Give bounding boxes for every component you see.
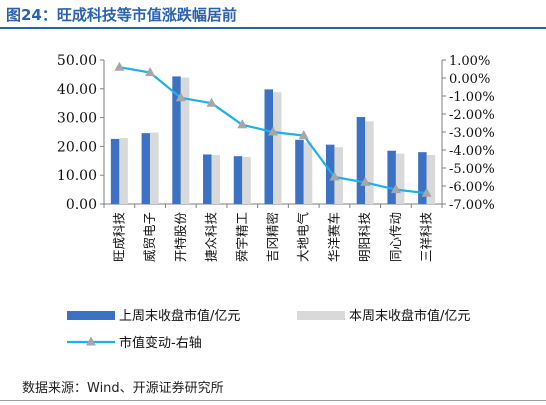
change-marker bbox=[421, 187, 432, 197]
y-right-tick-label: -2.00% bbox=[449, 108, 495, 123]
bar-last-week bbox=[264, 89, 273, 204]
bar-last-week bbox=[356, 117, 366, 204]
bar-this-week bbox=[395, 153, 405, 204]
y-left-tick-label: 40.00 bbox=[57, 82, 97, 98]
bar-last-week bbox=[325, 144, 335, 204]
change-marker bbox=[114, 61, 125, 71]
y-right-tick-label: -5.00% bbox=[449, 162, 495, 177]
x-category-label: 旺成科技 bbox=[111, 212, 126, 263]
title-divider bbox=[0, 27, 546, 29]
x-category-label: 开特股份 bbox=[173, 212, 188, 263]
legend-label-change: 市值变动-右轴 bbox=[119, 335, 202, 351]
bar-this-week bbox=[211, 155, 221, 204]
change-marker bbox=[360, 176, 371, 186]
y-right-tick-label: -1.00% bbox=[449, 90, 495, 105]
y-right-tick-label: -7.00% bbox=[449, 198, 495, 213]
legend-swatch-this-week bbox=[297, 311, 345, 320]
bars-layer bbox=[110, 76, 436, 204]
legend-marker-change bbox=[86, 336, 96, 346]
bar-last-week bbox=[172, 76, 181, 204]
y-left-tick-label: 50.00 bbox=[57, 53, 97, 69]
x-category-label: 华洋赛车 bbox=[326, 212, 341, 262]
x-category-label: 同心传动 bbox=[388, 212, 403, 262]
x-category-label: 威贸电子 bbox=[142, 212, 157, 262]
bar-last-week bbox=[233, 156, 243, 204]
change-marker bbox=[268, 126, 278, 136]
y-right-tick-label: -4.00% bbox=[449, 144, 495, 159]
legend-swatch-last-week bbox=[67, 311, 115, 320]
x-category-label: 三祥科技 bbox=[419, 212, 434, 263]
change-marker bbox=[298, 130, 309, 140]
change-marker bbox=[175, 92, 186, 102]
y-left-tick-label: 30.00 bbox=[57, 111, 97, 127]
legend-label-this-week: 本周末收盘市值/亿元 bbox=[349, 308, 470, 324]
change-marker bbox=[145, 67, 156, 77]
bar-last-week bbox=[387, 150, 396, 204]
bar-last-week bbox=[295, 139, 304, 204]
legend-label-last-week: 上周末收盘市值/亿元 bbox=[119, 308, 240, 324]
change-marker bbox=[390, 184, 401, 194]
x-category-label: 吉冈精密 bbox=[265, 212, 280, 262]
x-category-label: 明阳科技 bbox=[357, 212, 372, 263]
bar-this-week bbox=[180, 77, 190, 204]
y-left-tick-label: 0.00 bbox=[66, 197, 97, 213]
change-marker bbox=[329, 171, 340, 181]
chart-title: 图24：旺成科技等市值涨跌幅居前 bbox=[6, 6, 237, 24]
bar-this-week bbox=[334, 147, 343, 204]
change-marker bbox=[237, 119, 248, 129]
change-marker bbox=[206, 97, 217, 107]
bar-this-week bbox=[273, 92, 282, 204]
bar-last-week bbox=[110, 138, 120, 204]
bar-this-week bbox=[119, 138, 128, 204]
y-right-tick-label: -3.00% bbox=[449, 126, 495, 141]
y-left-tick-label: 20.00 bbox=[57, 139, 97, 155]
y-left-tick-label: 10.00 bbox=[57, 168, 97, 184]
bar-last-week bbox=[203, 154, 212, 204]
chart: 0.00 10.00 20.00 30.00 40.00 50.00 1.00% 0.00% -… bbox=[57, 53, 495, 351]
y-right-tick-label: 0.00% bbox=[449, 72, 490, 87]
bar-this-week bbox=[303, 142, 313, 204]
bar-last-week bbox=[141, 133, 151, 204]
x-category-label: 捷众科技 bbox=[204, 212, 219, 263]
bar-this-week bbox=[426, 155, 436, 204]
footer-divider bbox=[0, 400, 546, 401]
y-right-tick-label: -6.00% bbox=[449, 180, 495, 195]
bar-this-week bbox=[365, 121, 374, 204]
bar-this-week bbox=[242, 157, 251, 204]
y-right-tick-label: 1.00% bbox=[449, 54, 490, 69]
data-source: 数据来源：Wind、开源证券研究所 bbox=[22, 381, 224, 396]
line-layer bbox=[114, 61, 432, 197]
bar-last-week bbox=[418, 152, 427, 204]
labels-layer: 0.00 10.00 20.00 30.00 40.00 50.00 1.00% 0.00% -… bbox=[57, 53, 495, 262]
x-category-label: 舜宇精工 bbox=[234, 212, 249, 262]
x-category-label: 大地电气 bbox=[296, 212, 311, 263]
bar-this-week bbox=[150, 132, 159, 204]
